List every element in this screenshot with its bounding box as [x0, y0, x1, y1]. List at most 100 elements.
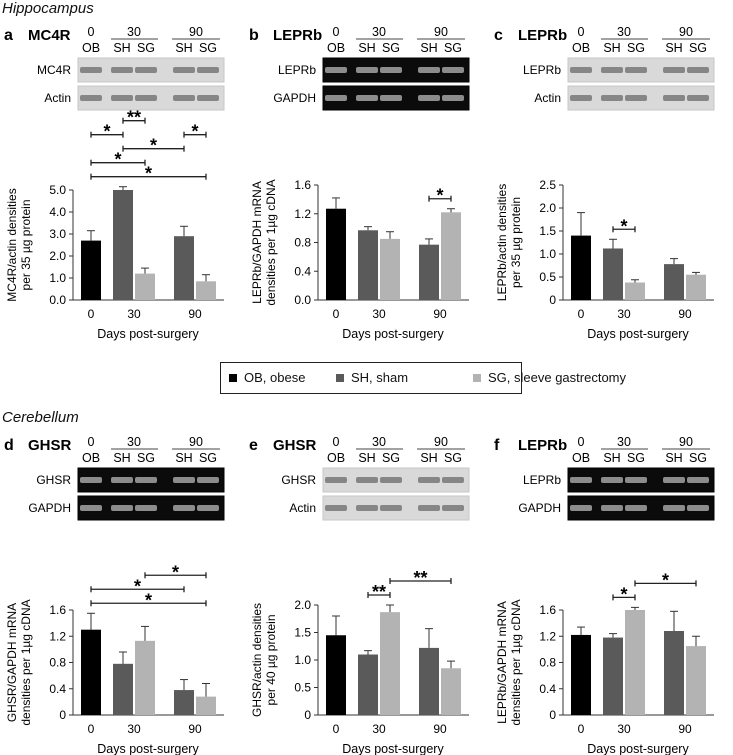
blot-row-label: LEPRb	[523, 63, 561, 77]
x-tick-label: 0	[88, 722, 95, 736]
panel-a: a MC4R 0 30 90 OB SH SG SH SG MC4R Actin 0.0 1.0 2.0 3.…	[4, 25, 225, 341]
bar-sg-30	[380, 612, 400, 715]
panel-title-a: MC4R	[28, 27, 71, 44]
legend: OB, obese SH, sham SG, sleeve gastrectom…	[220, 362, 626, 394]
lane-group-label: SG	[382, 41, 400, 55]
lane-group-label: SH	[358, 41, 375, 55]
y-tick-label: 0.4	[294, 264, 311, 278]
blot-row-label: Actin	[534, 91, 561, 105]
lane-day-label: 0	[333, 25, 340, 39]
y-tick-label: 0.5	[539, 270, 556, 284]
y-tick-label: 2.0	[294, 598, 311, 612]
blot-band	[663, 67, 685, 73]
lane-day-label: 30	[617, 25, 631, 39]
y-tick-label: 1.2	[539, 629, 556, 643]
lane-day-label: 30	[127, 25, 141, 39]
sig-label: *	[620, 216, 627, 236]
blot-band	[687, 505, 709, 511]
blot-band	[356, 505, 378, 511]
lane-day-label: 30	[127, 435, 141, 449]
y-axis-label: densities per 1µg cDNA	[264, 179, 278, 305]
x-axis-label: Days post-surgery	[97, 327, 199, 341]
x-tick-label: 0	[333, 722, 340, 736]
x-tick-label: 30	[127, 307, 141, 321]
blot-band	[625, 505, 647, 511]
blot-row-label: LEPRb	[278, 63, 316, 77]
y-tick-label: 0	[549, 293, 556, 307]
blot-band	[601, 477, 623, 483]
sig-label: *	[114, 150, 121, 170]
blot-row-label: GHSR	[36, 473, 71, 487]
bar-sh-90	[174, 236, 194, 300]
blot-band	[111, 95, 133, 101]
lane-group-label: SH	[603, 41, 620, 55]
lane-group-label: SH	[603, 451, 620, 465]
legend-swatch-sh	[336, 374, 344, 382]
lane-group-label: SG	[137, 451, 155, 465]
lane-group-label: SH	[113, 451, 130, 465]
x-tick-label: 0	[333, 307, 340, 321]
panel-letter-f: f	[494, 437, 500, 454]
blot-band	[80, 67, 102, 73]
panel-d: d GHSR 0 30 90 OB SH SG SH SG GHSR GAPDH 0 0.4 0.8 1.2 1…	[4, 435, 225, 755]
blot-band	[356, 67, 378, 73]
lane-group-label: SH	[175, 451, 192, 465]
blot-band	[687, 477, 709, 483]
lane-group-label: SG	[689, 451, 707, 465]
x-tick-label: 90	[433, 307, 447, 321]
x-tick-label: 90	[678, 307, 692, 321]
lane-day-label: 0	[88, 25, 95, 39]
lane-group-label: OB	[82, 41, 100, 55]
blot-band	[197, 67, 219, 73]
y-tick-label: 0.8	[539, 656, 556, 670]
panel-letter-a: a	[4, 27, 13, 44]
y-axis-label: GHSR/actin densities	[250, 603, 264, 717]
x-axis-label: Days post-surgery	[342, 327, 444, 341]
bar-ob-0	[81, 629, 101, 715]
lane-group-label: SH	[175, 41, 192, 55]
legend-item-ob: OB, obese	[229, 370, 305, 385]
x-tick-label: 0	[578, 722, 585, 736]
lane-group-label: SH	[358, 451, 375, 465]
blot-band	[625, 67, 647, 73]
y-tick-label: 0.4	[49, 682, 66, 696]
bar-sg-90	[196, 696, 216, 715]
blot-band	[663, 477, 685, 483]
blot-band	[687, 95, 709, 101]
bar-sg-30	[135, 640, 155, 715]
lane-day-label: 0	[88, 435, 95, 449]
blot-row-label: GAPDH	[273, 91, 316, 105]
y-tick-label: 3.0	[49, 227, 66, 241]
y-tick-label: 1.5	[294, 626, 311, 640]
sig-label: **	[413, 568, 427, 588]
y-tick-label: 0.5	[294, 681, 311, 695]
bar-sh-90	[419, 647, 439, 715]
x-axis-label: Days post-surgery	[587, 327, 689, 341]
y-tick-label: 1.0	[294, 653, 311, 667]
bar-sh-30	[113, 663, 133, 715]
x-tick-label: 90	[188, 307, 202, 321]
y-axis-label: LEPRb/actin densities	[495, 184, 509, 301]
blot-band	[111, 477, 133, 483]
blot-row-label: GHSR	[281, 473, 316, 487]
lane-day-label: 0	[578, 25, 585, 39]
sig-label: *	[134, 576, 141, 596]
blot-row-label: Actin	[44, 91, 71, 105]
x-axis-label: Days post-surgery	[587, 742, 689, 755]
sig-label: *	[172, 562, 179, 582]
blot-band	[663, 505, 685, 511]
y-tick-label: 0.4	[539, 682, 556, 696]
lane-group-label: SH	[420, 451, 437, 465]
blot-band	[135, 67, 157, 73]
y-tick-label: 2.5	[539, 178, 556, 192]
blot-band	[80, 477, 102, 483]
y-axis-label: LEPRb/GAPDH mRNA	[495, 601, 509, 724]
x-tick-label: 30	[372, 307, 386, 321]
panel-title-c: LEPRb	[518, 27, 567, 44]
lane-day-label: 90	[189, 435, 203, 449]
y-axis-label: per 35 µg protein	[19, 200, 33, 291]
legend-swatch-ob	[229, 374, 237, 382]
blot-band	[601, 67, 623, 73]
y-axis-label: MC4R/actin densities	[5, 188, 19, 301]
